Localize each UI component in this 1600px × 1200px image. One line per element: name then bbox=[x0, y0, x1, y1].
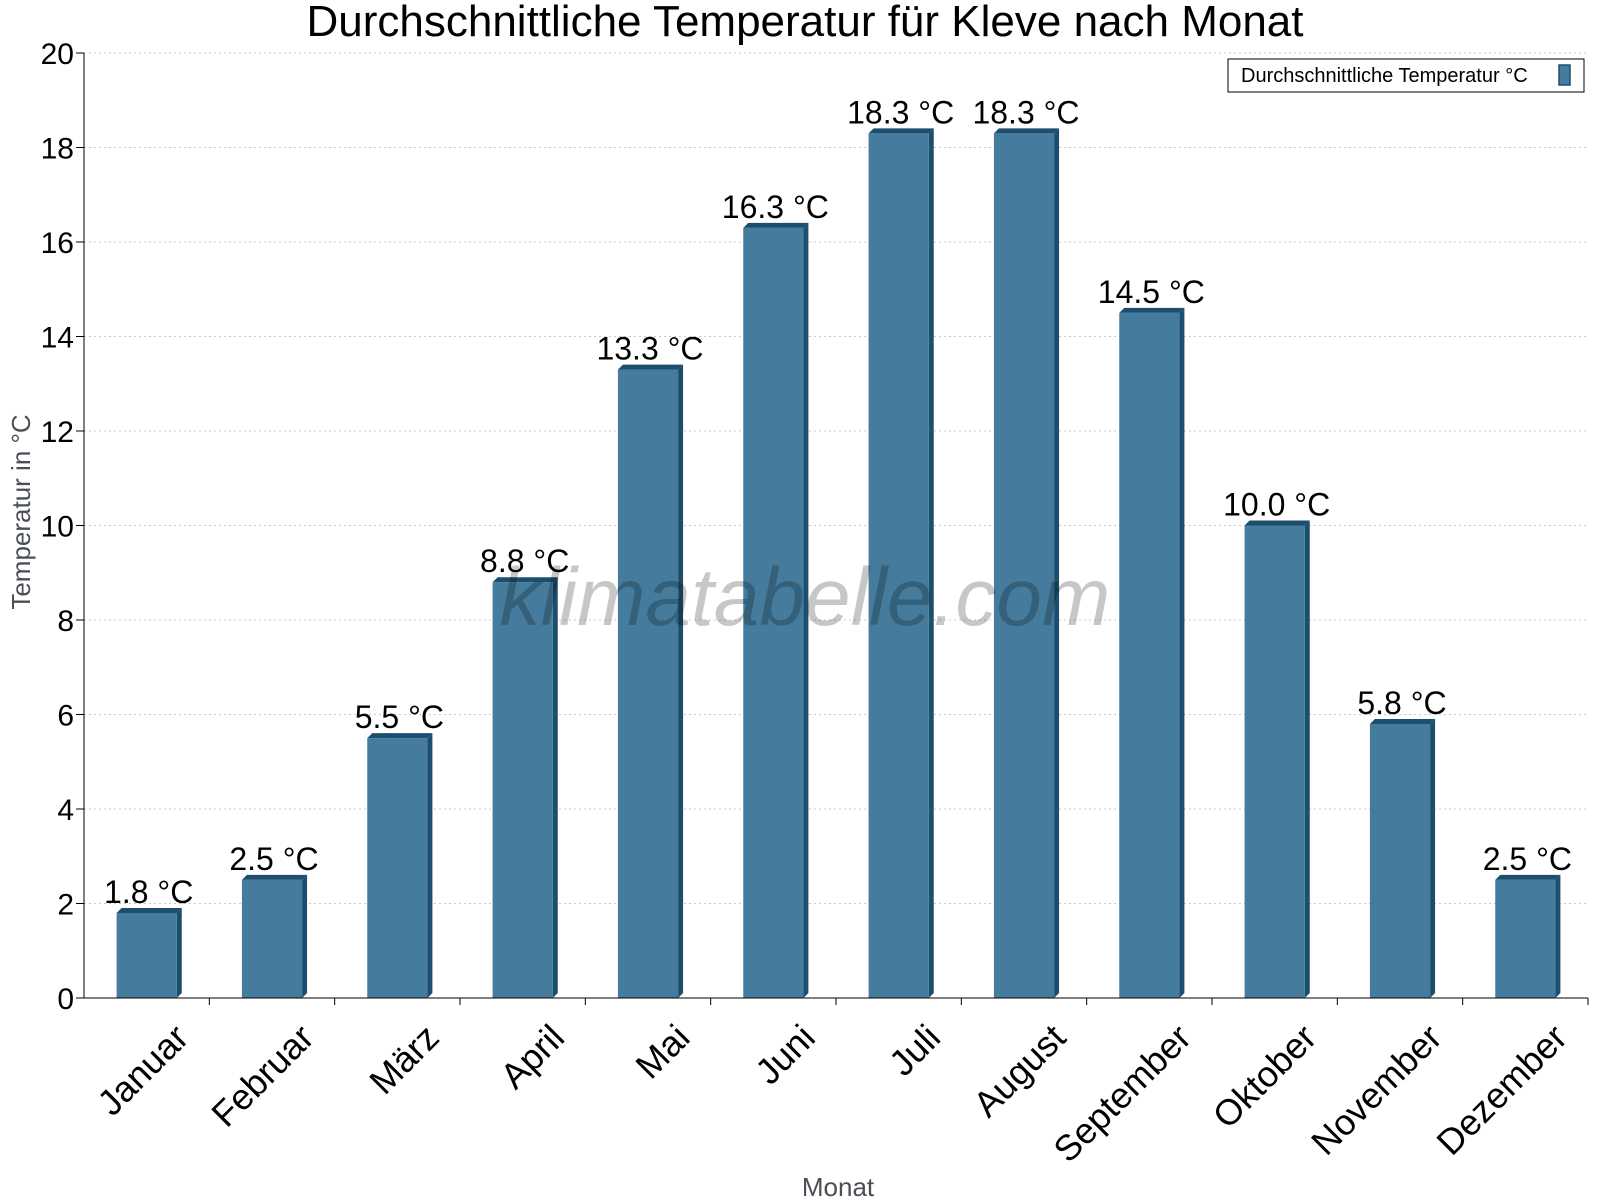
bar-mai bbox=[617, 364, 684, 998]
bar-front bbox=[868, 133, 929, 998]
data-label: 18.3 °C bbox=[847, 94, 954, 130]
bar-top bbox=[241, 874, 308, 880]
bars bbox=[116, 128, 1561, 998]
bar-front bbox=[993, 133, 1055, 998]
data-label: 10.0 °C bbox=[1223, 487, 1330, 523]
y-tick-label: 16 bbox=[41, 227, 74, 260]
bar-dezember bbox=[1495, 874, 1561, 998]
bar-front bbox=[492, 582, 553, 998]
y-tick-label: 20 bbox=[41, 38, 74, 71]
y-tick-label: 10 bbox=[41, 511, 74, 544]
legend: Durchschnittliche Temperatur °C bbox=[1227, 58, 1585, 93]
x-axis-label: Monat bbox=[802, 1172, 875, 1200]
bar-top bbox=[1495, 874, 1561, 880]
bar-märz bbox=[367, 733, 433, 998]
data-label: 8.8 °C bbox=[480, 543, 569, 579]
x-tick-label: Juli bbox=[881, 1016, 948, 1083]
bar-side bbox=[302, 874, 308, 998]
y-tick-label: 2 bbox=[57, 889, 74, 922]
bar-top bbox=[1244, 520, 1310, 526]
legend-swatch bbox=[1558, 64, 1571, 86]
data-label: 5.5 °C bbox=[355, 699, 444, 735]
bar-top bbox=[993, 128, 1060, 134]
bar-front bbox=[1244, 525, 1305, 998]
bar-januar bbox=[116, 907, 182, 998]
bar-top bbox=[367, 733, 433, 739]
x-tick-labels: Januar Februar März April Mai Juni Juli AugustS… bbox=[89, 1016, 1575, 1170]
x-tick-label: September bbox=[1045, 1016, 1199, 1170]
bar-side bbox=[1430, 718, 1436, 998]
axes bbox=[76, 52, 1589, 1005]
x-tick-label: Juni bbox=[747, 1016, 823, 1092]
bar-top bbox=[1369, 718, 1436, 724]
bar-side bbox=[803, 222, 809, 998]
bar-side bbox=[552, 577, 558, 998]
data-label: 2.5 °C bbox=[229, 841, 318, 877]
x-tick-label: Februar bbox=[203, 1016, 321, 1134]
bar-side bbox=[928, 128, 934, 998]
x-tick-label: Januar bbox=[89, 1016, 196, 1123]
legend-box bbox=[1227, 58, 1585, 93]
bar-side bbox=[1304, 520, 1310, 998]
y-axis-label: Temperatur in °C bbox=[6, 414, 36, 609]
y-tick-label: 14 bbox=[41, 322, 74, 355]
y-tick-label: 8 bbox=[57, 605, 74, 638]
bar-side bbox=[678, 364, 684, 998]
y-tick-label: 18 bbox=[41, 133, 74, 166]
bar-side bbox=[1555, 874, 1561, 998]
grid-lines bbox=[84, 52, 1588, 904]
bar-juli bbox=[868, 128, 934, 998]
watermark-logo: klimatabelle.com bbox=[500, 552, 1111, 643]
bar-februar bbox=[241, 874, 308, 998]
data-label: 14.5 °C bbox=[1098, 274, 1205, 310]
bar-front bbox=[367, 738, 428, 998]
bar-front bbox=[241, 879, 303, 998]
y-tick-label: 6 bbox=[57, 700, 74, 733]
bar-april bbox=[492, 577, 558, 998]
bar-side bbox=[1179, 307, 1185, 998]
x-tick-label: November bbox=[1303, 1016, 1449, 1162]
x-tick-label: August bbox=[965, 1016, 1073, 1124]
legend-label: Durchschnittliche Temperatur °C bbox=[1241, 65, 1528, 87]
bar-top bbox=[1119, 307, 1185, 313]
x-tick-label: Mai bbox=[627, 1016, 697, 1086]
data-label: 18.3 °C bbox=[972, 94, 1079, 130]
bar-front bbox=[1119, 312, 1180, 998]
bar-november bbox=[1369, 718, 1436, 998]
bar-top bbox=[492, 577, 558, 583]
bar-side bbox=[427, 733, 433, 998]
x-tick-label: Dezember bbox=[1428, 1016, 1574, 1162]
y-tick-labels: 0 2 4 6 8 10 12 14 16 18 20 bbox=[41, 38, 74, 1016]
bar-juni bbox=[743, 222, 809, 998]
y-tick-label: 0 bbox=[57, 983, 74, 1016]
bar-front bbox=[617, 369, 679, 998]
bar-top bbox=[617, 364, 684, 370]
y-tick-label: 12 bbox=[41, 416, 74, 449]
bar-side bbox=[1054, 128, 1060, 998]
data-labels: 1.8 °C 2.5 °C 5.5 °C 8.8 °C 13.3 °C 16.3 °C 18… bbox=[104, 94, 1572, 910]
bar-top bbox=[116, 907, 182, 913]
data-label: 1.8 °C bbox=[104, 874, 193, 910]
data-label: 16.3 °C bbox=[722, 189, 829, 225]
bar-front bbox=[1369, 723, 1431, 998]
bar-side bbox=[176, 907, 182, 998]
bar-august bbox=[993, 128, 1060, 998]
data-label: 2.5 °C bbox=[1483, 841, 1572, 877]
x-tick-label: April bbox=[492, 1016, 572, 1096]
data-label: 5.8 °C bbox=[1357, 685, 1446, 721]
bar-oktober bbox=[1244, 520, 1310, 998]
chart-title: Durchschnittliche Temperatur für Kleve n… bbox=[306, 0, 1303, 46]
bar-front bbox=[1495, 879, 1556, 998]
bar-top bbox=[743, 222, 809, 228]
data-label: 13.3 °C bbox=[596, 331, 703, 367]
bar-front bbox=[116, 912, 177, 998]
y-tick-label: 4 bbox=[57, 794, 74, 827]
x-tick-label: Oktober bbox=[1205, 1016, 1325, 1136]
x-tick-label: März bbox=[361, 1016, 447, 1102]
bar-front bbox=[743, 227, 804, 998]
bar-september bbox=[1119, 307, 1185, 998]
bar-top bbox=[868, 128, 934, 134]
